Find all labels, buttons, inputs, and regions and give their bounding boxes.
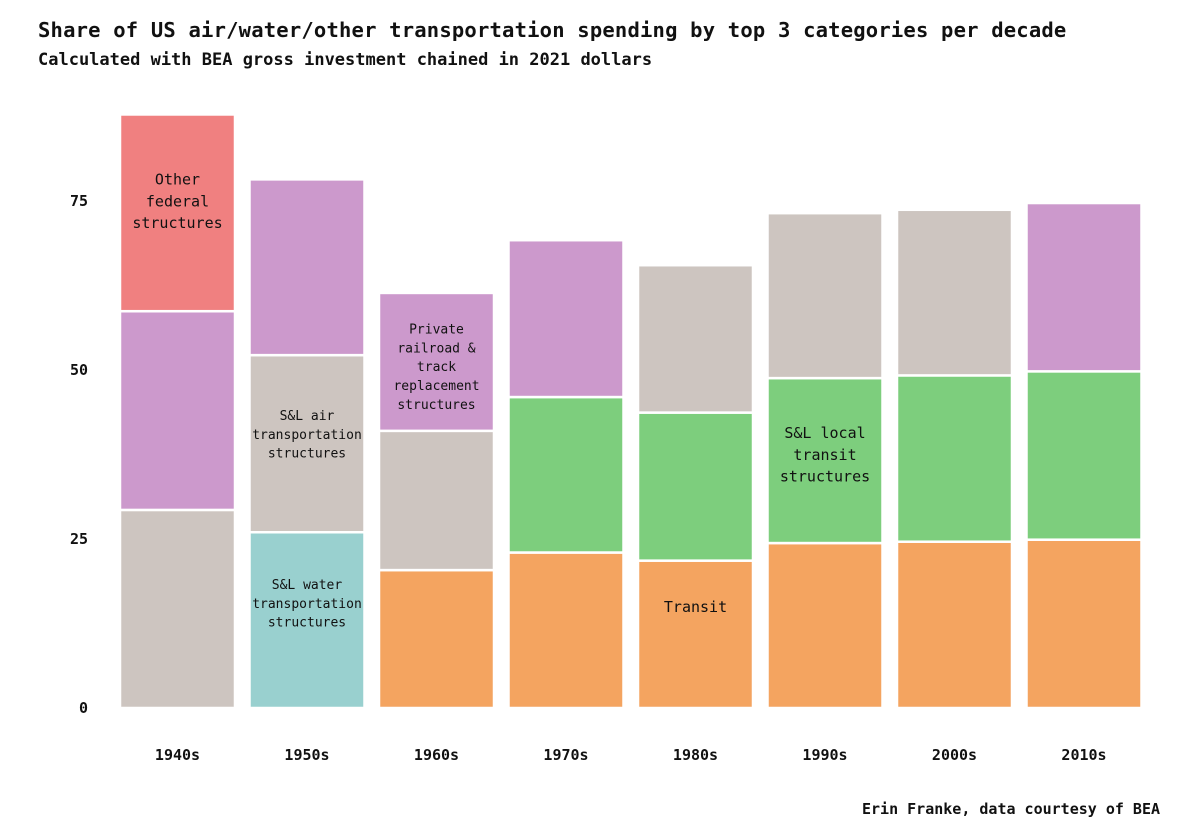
annotations-group: Other federal structures Private railroad & t…	[132, 171, 870, 631]
bar-1980s-sandl-air-transportation-structures	[636, 263, 755, 414]
bar-1980s-transit	[636, 559, 755, 710]
x-tick-label: 1970s	[543, 746, 588, 764]
x-tick-label: 2000s	[932, 746, 977, 764]
segment-annotation: Transit	[664, 598, 727, 616]
bar-2000s-sandl-local-transit-structures	[895, 374, 1014, 543]
bar-1950s-sandl-air-transportation-structures	[248, 353, 366, 534]
bars-group	[118, 113, 1143, 710]
bar-2000s-sandl-air-transportation-structures	[895, 208, 1014, 377]
chart-subtitle: Calculated with BEA gross investment cha…	[38, 50, 653, 70]
y-axis: 0 25 50 75	[70, 192, 88, 717]
bar-1950s-private-railroad-and-track-replacement-structures	[248, 178, 366, 357]
bar-1960s-sandl-air-transportation-structures	[377, 429, 496, 572]
bar-1960s-transit	[377, 568, 496, 710]
bar-1960s-private-railroad-and-track-replacement-structures	[377, 291, 496, 433]
bar-1990s-sandl-local-transit-structures	[766, 376, 884, 545]
segment-annotation: S&L water transportation structures	[252, 578, 362, 631]
x-tick-label: 1960s	[414, 746, 459, 764]
segment-annotation: S&L local transit structures	[780, 424, 870, 486]
source-credit: Erin Franke, data courtesy of BEA	[861, 800, 1160, 818]
x-tick-label: 2010s	[1061, 746, 1106, 764]
y-tick-label: 50	[70, 361, 88, 379]
segment-annotation: S&L air transportation structures	[252, 409, 362, 462]
x-tick-label: 1980s	[673, 746, 718, 764]
bar-1940s-sandl-air-transportation-structures	[118, 508, 237, 710]
bar-1970s-private-railroad-and-track-replacement-structures	[507, 238, 625, 399]
bar-2010s-sandl-local-transit-structures	[1025, 370, 1143, 541]
y-tick-label: 0	[79, 699, 88, 717]
y-tick-label: 75	[70, 192, 88, 210]
x-tick-label: 1990s	[802, 746, 847, 764]
bar-1970s-transit	[507, 551, 625, 710]
y-tick-label: 25	[70, 530, 88, 548]
segment-annotation: Private railroad & track replacement structu…	[393, 322, 479, 412]
bar-1990s-sandl-air-transportation-structures	[766, 211, 884, 380]
bar-1970s-sandl-local-transit-structures	[507, 395, 625, 554]
bar-2000s-transit	[895, 540, 1014, 710]
x-tick-label: 1950s	[284, 746, 329, 764]
x-axis: 1940s 1950s 1960s 1970s 1980s 1990s 2000s 2010s	[155, 746, 1107, 764]
chart-title: Share of US air/water/other transportati…	[38, 18, 1067, 42]
bar-1940s-other-federal-structures	[118, 113, 237, 313]
bar-1990s-transit	[766, 541, 884, 710]
bar-1940s-private-railroad-and-track-replacement-structures	[118, 309, 237, 512]
x-tick-label: 1940s	[155, 746, 200, 764]
bar-1980s-sandl-local-transit-structures	[636, 411, 755, 562]
segment-annotation: Other federal structures	[132, 171, 222, 233]
bar-2010s-transit	[1025, 538, 1143, 710]
bar-2010s-private-railroad-and-track-replacement-structures	[1025, 201, 1143, 373]
